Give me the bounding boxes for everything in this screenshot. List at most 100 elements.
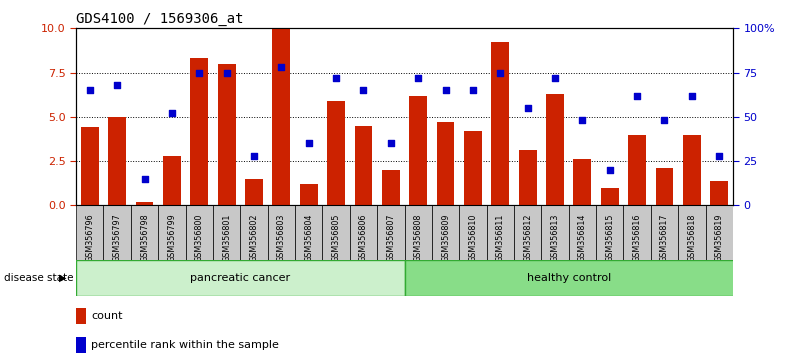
Text: GSM356802: GSM356802 xyxy=(249,213,259,262)
Point xyxy=(166,110,179,116)
Bar xyxy=(487,205,514,260)
Bar xyxy=(601,188,618,205)
Point xyxy=(439,87,452,93)
Point xyxy=(111,82,123,88)
Bar xyxy=(272,28,290,205)
Bar xyxy=(623,205,650,260)
Text: GSM356808: GSM356808 xyxy=(413,213,423,262)
Bar xyxy=(596,205,623,260)
Text: GSM356798: GSM356798 xyxy=(140,213,149,262)
Text: GSM356800: GSM356800 xyxy=(195,213,203,262)
Bar xyxy=(464,131,482,205)
Point xyxy=(220,70,233,75)
Point xyxy=(193,70,206,75)
Bar xyxy=(158,205,186,260)
Text: GSM356796: GSM356796 xyxy=(85,213,95,262)
Bar xyxy=(678,205,706,260)
Bar xyxy=(76,308,87,324)
Text: GSM356811: GSM356811 xyxy=(496,213,505,262)
Bar xyxy=(81,127,99,205)
Text: GSM356818: GSM356818 xyxy=(687,213,696,262)
Bar xyxy=(683,135,701,205)
Bar xyxy=(295,205,322,260)
Point xyxy=(658,118,671,123)
Text: disease state: disease state xyxy=(4,273,74,283)
Text: GSM356819: GSM356819 xyxy=(714,213,724,262)
Bar xyxy=(628,135,646,205)
Bar xyxy=(355,126,372,205)
Point xyxy=(576,118,589,123)
Point xyxy=(686,93,698,98)
Point xyxy=(412,75,425,81)
Bar xyxy=(650,205,678,260)
Text: GSM356797: GSM356797 xyxy=(113,213,122,262)
Bar xyxy=(76,337,87,353)
Bar xyxy=(268,205,295,260)
Bar xyxy=(191,58,208,205)
Bar xyxy=(103,205,131,260)
Point xyxy=(603,167,616,173)
Point xyxy=(494,70,507,75)
Text: GSM356801: GSM356801 xyxy=(222,213,231,262)
Text: GSM356799: GSM356799 xyxy=(167,213,176,262)
Bar xyxy=(163,156,181,205)
Point xyxy=(302,141,315,146)
Bar xyxy=(131,205,158,260)
Text: GSM356813: GSM356813 xyxy=(550,213,560,262)
Text: GSM356810: GSM356810 xyxy=(469,213,477,262)
Bar xyxy=(108,117,126,205)
Bar xyxy=(655,168,674,205)
Bar xyxy=(569,205,596,260)
Bar xyxy=(514,205,541,260)
Point xyxy=(713,153,726,159)
Bar xyxy=(405,205,432,260)
Bar xyxy=(300,184,318,205)
Point xyxy=(83,87,96,93)
Bar xyxy=(322,205,350,260)
Point xyxy=(384,141,397,146)
Text: GSM356815: GSM356815 xyxy=(606,213,614,262)
Bar xyxy=(186,205,213,260)
Text: GSM356812: GSM356812 xyxy=(523,213,532,262)
Bar xyxy=(409,96,427,205)
Bar xyxy=(437,122,454,205)
Bar xyxy=(327,101,345,205)
Text: GSM356817: GSM356817 xyxy=(660,213,669,262)
Text: count: count xyxy=(91,311,123,321)
Point xyxy=(630,93,643,98)
Bar xyxy=(135,202,154,205)
Bar xyxy=(706,205,733,260)
Text: GSM356805: GSM356805 xyxy=(332,213,340,262)
Bar xyxy=(405,260,747,296)
Bar xyxy=(459,205,487,260)
Bar xyxy=(432,205,459,260)
Point xyxy=(248,153,260,159)
Text: GSM356806: GSM356806 xyxy=(359,213,368,262)
Bar xyxy=(218,64,235,205)
Text: pancreatic cancer: pancreatic cancer xyxy=(191,273,291,283)
Text: GSM356814: GSM356814 xyxy=(578,213,587,262)
Bar xyxy=(574,159,591,205)
Point xyxy=(330,75,343,81)
Bar xyxy=(382,170,400,205)
Text: percentile rank within the sample: percentile rank within the sample xyxy=(91,339,280,350)
Text: ▶: ▶ xyxy=(58,273,66,283)
Text: GSM356804: GSM356804 xyxy=(304,213,313,262)
Bar xyxy=(350,205,377,260)
Text: GDS4100 / 1569306_at: GDS4100 / 1569306_at xyxy=(76,12,244,26)
Bar xyxy=(546,94,564,205)
Point xyxy=(466,87,479,93)
Text: healthy control: healthy control xyxy=(526,273,611,283)
Point xyxy=(521,105,534,111)
Bar xyxy=(541,205,569,260)
Bar xyxy=(491,42,509,205)
Text: GSM356807: GSM356807 xyxy=(386,213,396,262)
Text: GSM356816: GSM356816 xyxy=(633,213,642,262)
Point xyxy=(357,87,370,93)
Point xyxy=(138,176,151,182)
Bar xyxy=(76,260,405,296)
Bar xyxy=(710,181,728,205)
Bar xyxy=(377,205,405,260)
Bar xyxy=(245,179,263,205)
Bar xyxy=(76,205,103,260)
